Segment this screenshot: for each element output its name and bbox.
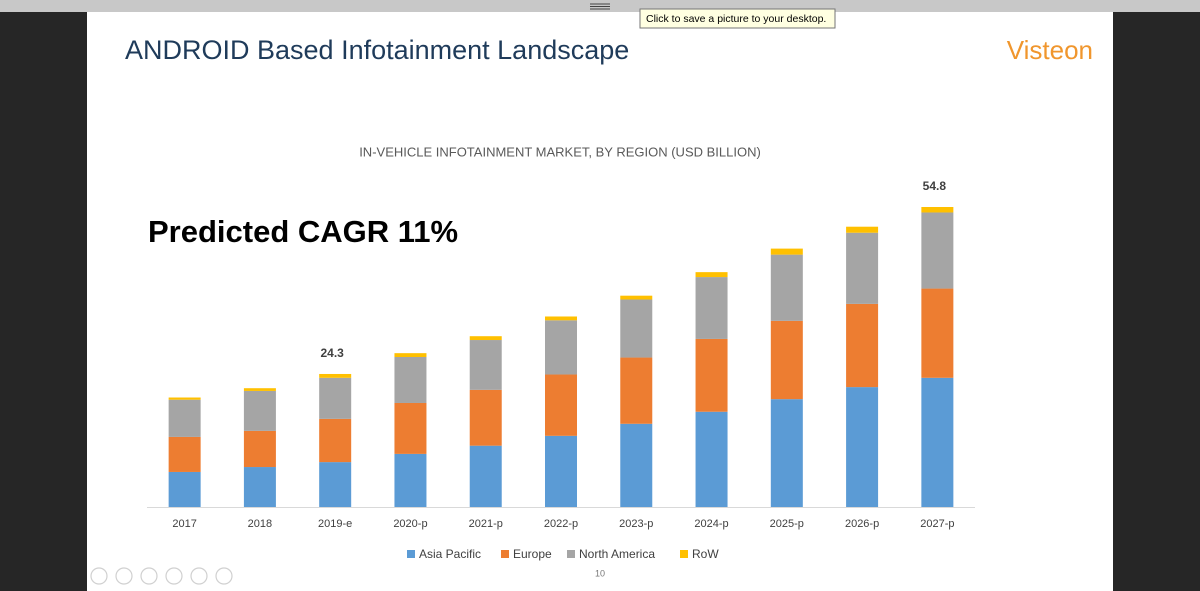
x-tick-label: 2022-p [544,518,578,530]
x-tick-label: 2023-p [619,518,653,530]
bar-segment [620,357,653,424]
x-tick-label: 2026-p [845,518,879,530]
bar-segment [469,336,502,341]
bar-segment [243,388,276,391]
legend-swatch [680,550,688,558]
tooltip-box [639,8,836,29]
slide-nav[interactable] [90,567,233,585]
bar-segment [469,445,502,507]
bar-segment [469,389,502,446]
bar-segment [846,232,879,304]
total-label: 24.3 [321,346,345,360]
bar-segment [695,272,728,278]
legend-swatch [501,550,509,558]
legend-label: North America [579,547,655,561]
legend-swatch [567,550,575,558]
bar-segment [545,320,577,375]
grip[interactable] [590,3,610,10]
bar-segment [168,397,201,400]
x-tick-label: 2017 [172,518,196,530]
bar-segment [319,418,352,463]
bar-segment [545,435,577,507]
bar-segment [394,402,427,454]
x-tick-label: 2021-p [469,518,503,530]
slide [87,12,1113,591]
x-tick-label: 2019-e [318,518,352,530]
bar-segment [770,320,803,400]
bar-segment [921,212,954,289]
logo: Visteon [1007,35,1093,65]
legend-label: Asia Pacific [419,547,481,561]
bar-segment [846,303,879,388]
bar-segment [319,462,352,507]
x-tick-label: 2020-p [393,518,427,530]
chart-title: IN-VEHICLE INFOTAINMENT MARKET, BY REGIO… [359,144,761,159]
bar-segment [319,377,352,419]
bar-segment [921,288,954,378]
bar-segment [921,377,954,507]
bar-segment [168,399,201,437]
bar-segment [620,299,653,358]
bar-segment [394,453,427,507]
bar-segment [243,390,276,431]
bar-segment [394,357,427,403]
bar-segment [846,226,879,233]
bar-segment [695,411,728,507]
page-number: 10 [595,568,605,578]
bar-segment [168,471,201,507]
bar-segment [545,374,577,436]
bar-segment [394,353,427,357]
bar-segment [620,423,653,507]
bar-segment [695,338,728,412]
total-label: 54.8 [923,179,947,193]
bar-segment [243,430,276,468]
bar-segment [770,254,803,321]
slide-title: ANDROID Based Infotainment Landscape [125,35,629,65]
bar-segment [545,316,577,321]
bar-segment [846,387,879,507]
bar-segment [168,436,201,472]
bar-segment [243,467,276,507]
bar-segment [620,295,653,300]
x-tick-label: 2024-p [694,518,728,530]
legend-label: Europe [513,547,552,561]
x-tick-label: 2027-p [920,518,954,530]
x-tick-label: 2018 [248,518,272,530]
bar-segment [695,277,728,339]
tooltip: Click to save a picture to your desktop. [646,13,826,25]
chart: 2017 2018 2019-e 24.3 2020-p 2021-p 2022-p 2023… [147,179,975,561]
bar-segment [319,373,352,378]
bar-segment [770,248,803,255]
x-tick-label: 2025-p [770,518,804,530]
callout: Predicted CAGR 11% [148,214,458,249]
bar-segment [469,340,502,390]
bar-segment [770,399,803,507]
legend-label: RoW [692,547,719,561]
bar-segment [921,207,954,213]
legend-swatch [407,550,415,558]
